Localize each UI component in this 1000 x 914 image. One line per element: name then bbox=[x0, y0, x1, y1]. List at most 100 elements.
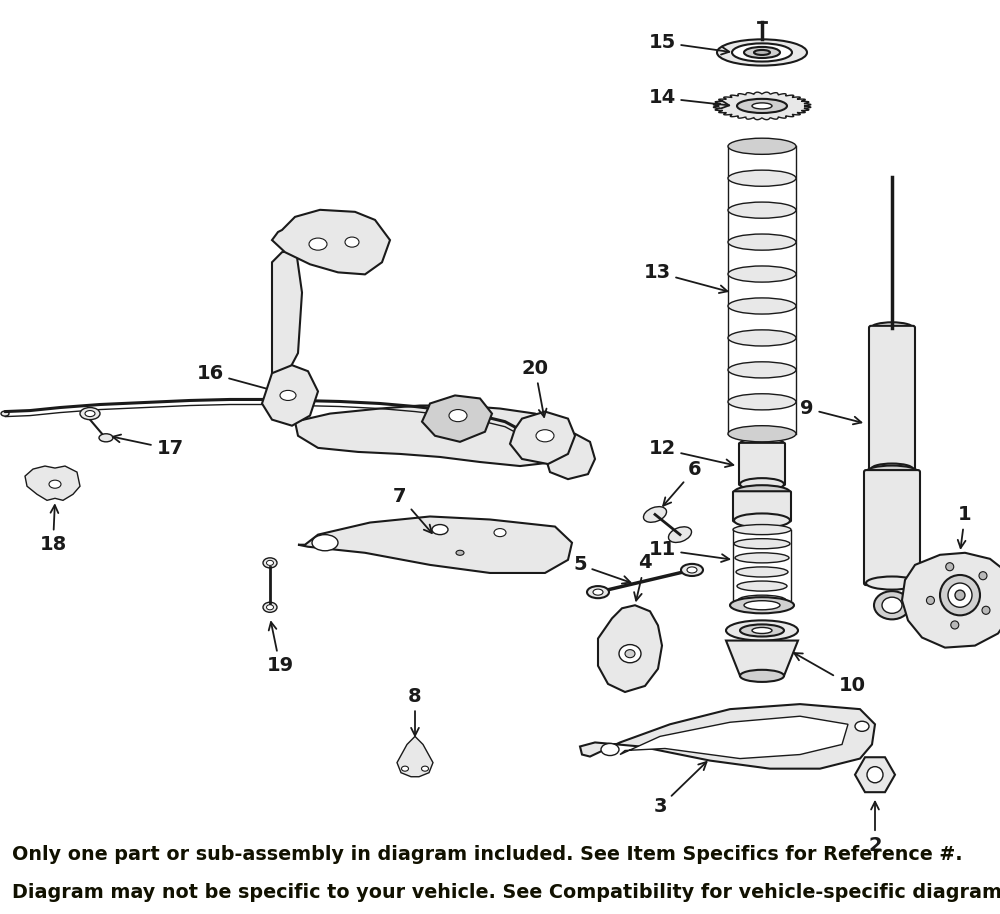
Ellipse shape bbox=[736, 567, 788, 577]
Ellipse shape bbox=[738, 595, 786, 605]
Ellipse shape bbox=[728, 266, 796, 282]
Ellipse shape bbox=[312, 535, 338, 551]
Polygon shape bbox=[272, 250, 302, 383]
Ellipse shape bbox=[266, 605, 274, 610]
Text: 11: 11 bbox=[648, 540, 729, 562]
Ellipse shape bbox=[681, 564, 703, 576]
Ellipse shape bbox=[951, 621, 959, 629]
Text: Diagram may not be specific to your vehicle. See Compatibility for vehicle-speci: Diagram may not be specific to your vehi… bbox=[12, 883, 1000, 901]
Text: 20: 20 bbox=[522, 358, 548, 417]
Ellipse shape bbox=[737, 99, 787, 113]
Ellipse shape bbox=[740, 478, 784, 490]
Text: 14: 14 bbox=[648, 89, 729, 109]
Ellipse shape bbox=[668, 526, 692, 542]
Ellipse shape bbox=[955, 590, 965, 600]
Text: 6: 6 bbox=[663, 460, 702, 505]
Ellipse shape bbox=[619, 644, 641, 663]
Ellipse shape bbox=[733, 525, 791, 535]
Ellipse shape bbox=[422, 766, 428, 771]
Ellipse shape bbox=[309, 238, 327, 250]
Ellipse shape bbox=[728, 234, 796, 250]
Ellipse shape bbox=[867, 767, 883, 782]
Ellipse shape bbox=[732, 43, 792, 61]
Text: 3: 3 bbox=[653, 762, 707, 816]
Ellipse shape bbox=[345, 237, 359, 247]
Ellipse shape bbox=[728, 138, 796, 154]
Ellipse shape bbox=[402, 766, 409, 771]
Polygon shape bbox=[25, 466, 80, 500]
Ellipse shape bbox=[728, 170, 796, 186]
Polygon shape bbox=[726, 641, 798, 675]
Polygon shape bbox=[510, 411, 575, 464]
Ellipse shape bbox=[734, 485, 790, 499]
Polygon shape bbox=[422, 396, 492, 441]
Ellipse shape bbox=[263, 558, 277, 568]
Ellipse shape bbox=[728, 330, 796, 346]
Ellipse shape bbox=[80, 408, 100, 420]
Ellipse shape bbox=[948, 583, 972, 607]
Ellipse shape bbox=[280, 390, 296, 400]
Ellipse shape bbox=[99, 434, 113, 441]
Ellipse shape bbox=[266, 560, 274, 566]
Ellipse shape bbox=[940, 575, 980, 615]
Text: 15: 15 bbox=[648, 33, 729, 55]
Ellipse shape bbox=[982, 606, 990, 614]
Ellipse shape bbox=[601, 743, 619, 756]
Ellipse shape bbox=[754, 50, 770, 55]
Ellipse shape bbox=[449, 409, 467, 421]
Ellipse shape bbox=[728, 362, 796, 378]
FancyBboxPatch shape bbox=[864, 470, 920, 585]
Ellipse shape bbox=[871, 463, 913, 474]
FancyBboxPatch shape bbox=[869, 325, 915, 471]
Ellipse shape bbox=[717, 39, 807, 66]
Text: 4: 4 bbox=[634, 553, 652, 600]
Polygon shape bbox=[295, 406, 568, 466]
Polygon shape bbox=[262, 366, 318, 426]
Ellipse shape bbox=[1, 411, 9, 416]
Text: 2: 2 bbox=[868, 802, 882, 855]
Ellipse shape bbox=[728, 202, 796, 218]
Ellipse shape bbox=[734, 514, 790, 527]
Text: 10: 10 bbox=[794, 653, 866, 696]
FancyBboxPatch shape bbox=[739, 443, 785, 485]
Ellipse shape bbox=[730, 597, 794, 613]
Ellipse shape bbox=[456, 550, 464, 556]
Text: 13: 13 bbox=[643, 263, 727, 293]
Text: 17: 17 bbox=[113, 434, 184, 459]
Polygon shape bbox=[298, 516, 572, 573]
Ellipse shape bbox=[744, 47, 780, 58]
Text: 18: 18 bbox=[39, 505, 67, 554]
Ellipse shape bbox=[494, 528, 506, 537]
Ellipse shape bbox=[587, 586, 609, 598]
Text: 16: 16 bbox=[196, 364, 305, 401]
Ellipse shape bbox=[882, 597, 902, 613]
Ellipse shape bbox=[85, 410, 95, 417]
Polygon shape bbox=[598, 605, 662, 692]
Ellipse shape bbox=[263, 602, 277, 612]
Ellipse shape bbox=[737, 581, 787, 591]
Ellipse shape bbox=[536, 430, 554, 441]
Ellipse shape bbox=[740, 624, 784, 636]
Ellipse shape bbox=[926, 596, 934, 604]
Polygon shape bbox=[620, 717, 848, 759]
Ellipse shape bbox=[979, 571, 987, 579]
Ellipse shape bbox=[687, 567, 697, 573]
Ellipse shape bbox=[744, 600, 780, 610]
Polygon shape bbox=[545, 434, 595, 479]
Ellipse shape bbox=[643, 506, 667, 522]
Ellipse shape bbox=[593, 590, 603, 595]
Text: Only one part or sub-assembly in diagram included. See Item Specifics for Refere: Only one part or sub-assembly in diagram… bbox=[12, 845, 963, 864]
Ellipse shape bbox=[625, 650, 635, 658]
Text: 19: 19 bbox=[266, 622, 294, 675]
Text: 5: 5 bbox=[573, 556, 630, 584]
Ellipse shape bbox=[866, 577, 918, 590]
Ellipse shape bbox=[728, 426, 796, 441]
Polygon shape bbox=[272, 210, 390, 274]
Ellipse shape bbox=[752, 627, 772, 633]
Ellipse shape bbox=[946, 563, 954, 570]
Ellipse shape bbox=[874, 591, 910, 620]
Ellipse shape bbox=[855, 721, 869, 731]
Ellipse shape bbox=[728, 298, 796, 314]
Text: 12: 12 bbox=[648, 440, 733, 467]
Polygon shape bbox=[580, 704, 875, 769]
